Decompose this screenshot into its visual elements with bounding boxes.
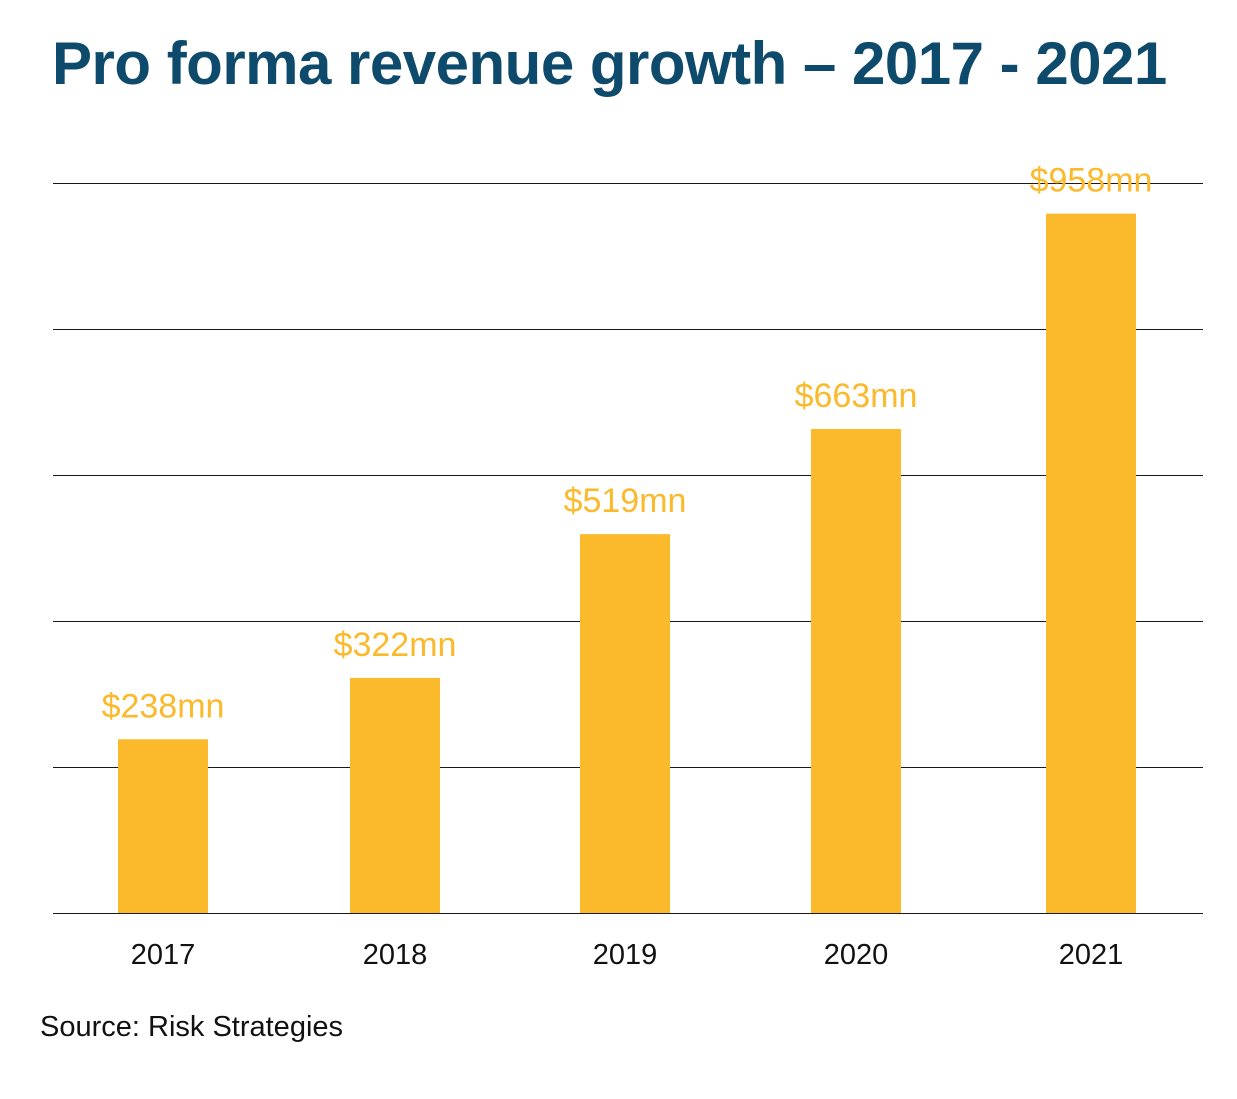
x-tick-label-2019: 2019 [593, 939, 658, 971]
x-tick-label-2021: 2021 [1059, 939, 1124, 971]
x-tick-label-2020: 2020 [824, 939, 889, 971]
bar-2021 [1046, 213, 1136, 913]
bar-2017 [118, 739, 208, 913]
bar-2019 [580, 534, 670, 913]
chart-title: Pro forma revenue growth – 2017 - 2021 [52, 30, 1167, 97]
source-note: Source: Risk Strategies [40, 1011, 344, 1043]
data-label-2020: $663mn [795, 377, 918, 415]
data-label-2021: $958mn [1030, 162, 1153, 200]
data-label-2019: $519mn [564, 482, 687, 520]
data-label-2018: $322mn [334, 626, 457, 664]
bar-2020 [811, 429, 901, 913]
x-tick-label-2018: 2018 [363, 939, 428, 971]
bar-2018 [350, 677, 440, 913]
x-tick-label-2017: 2017 [131, 939, 196, 971]
data-label-2017: $238mn [102, 687, 225, 725]
